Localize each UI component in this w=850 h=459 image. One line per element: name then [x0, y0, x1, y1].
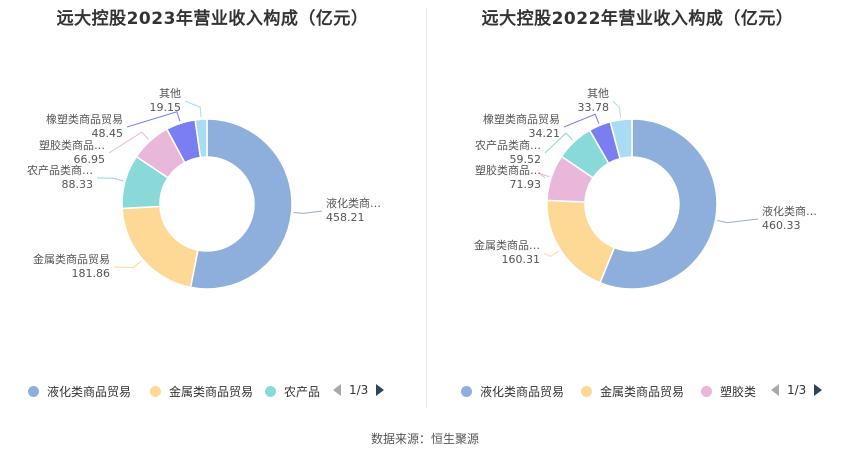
legend: 液化类商品贸易 金属类商品贸易 农产品 1/3 [0, 383, 425, 405]
legend-label: 液化类商品贸易 [480, 385, 565, 399]
legend-label: 塑胶类 [720, 385, 757, 399]
slice-value-label: 66.95 [74, 153, 106, 166]
donut-slice[interactable] [121, 205, 199, 289]
donut-slice[interactable] [609, 118, 633, 160]
legend-marker [28, 386, 39, 397]
leader-line [539, 173, 550, 179]
legend-item[interactable]: 金属类商品贸易 [150, 383, 253, 400]
slice-value-label: 460.33 [762, 219, 801, 232]
slice-value-label: 71.93 [510, 178, 542, 191]
chart-title: 远大控股2022年营业收入构成（亿元） [481, 9, 794, 29]
slice-label: 金属类商品贸易 [33, 252, 110, 266]
legend-marker [150, 386, 161, 397]
slice-value-label: 48.45 [92, 127, 124, 140]
legend-item[interactable]: 液化类商品贸易 [461, 383, 564, 400]
donut-slice[interactable] [194, 118, 208, 159]
slice-label: 其他 [587, 87, 609, 100]
chart-panel-2023: 远大控股2023年营业收入构成（亿元） 液化类商… 458.21 金属类商品贸易 18… [0, 0, 425, 420]
leader-line [108, 131, 149, 154]
legend-label: 液化类商品贸易 [47, 385, 132, 399]
slice-value-label: 34.21 [529, 127, 561, 140]
donut-slice[interactable] [546, 199, 616, 284]
legend-marker [581, 386, 592, 397]
slice-value-label: 19.15 [150, 101, 182, 114]
donut-chart-2022: 液化类商…460.33 金属类商品…160.31 塑胶类商品…71.93 农产品类商…… [474, 87, 817, 290]
legend-item[interactable]: 塑胶类 [701, 383, 756, 400]
panel-divider [426, 8, 427, 408]
slice-value-label: 88.33 [62, 178, 94, 191]
legend-label: 农产品 [284, 385, 321, 399]
slice-label: 农产品类商… [475, 138, 541, 152]
legend-page-indicator: 1/3 [349, 383, 369, 397]
leader-line [96, 177, 124, 182]
next-page-icon[interactable] [814, 384, 823, 396]
legend-item[interactable]: 农产品 [265, 383, 320, 400]
slice-label: 橡塑类商品贸易 [46, 112, 123, 126]
slice-label: 其他 [159, 87, 181, 100]
prev-page-icon[interactable] [333, 384, 341, 396]
legend-marker [461, 386, 472, 397]
slice-label: 塑胶类商品… [475, 163, 541, 177]
slice-value-label: 181.86 [72, 267, 111, 280]
donut-slice[interactable] [599, 118, 718, 290]
leader-line [717, 218, 759, 224]
slice-label: 橡塑类商品贸易 [483, 112, 560, 126]
leader-line [612, 100, 622, 118]
leader-line [293, 210, 323, 214]
data-source-note: 数据来源：恒生聚源 [370, 432, 479, 446]
prev-page-icon[interactable] [771, 384, 779, 396]
slice-label: 塑胶类商品… [39, 138, 105, 152]
leader-line [126, 111, 181, 128]
legend-marker [701, 386, 712, 397]
slice-label: 液化类商… [762, 204, 817, 218]
leader-line [563, 113, 600, 128]
slice-label: 液化类商… [326, 196, 381, 210]
legend-label: 金属类商品贸易 [600, 385, 685, 399]
legend-label: 金属类商品贸易 [169, 385, 254, 399]
leader-line [543, 250, 560, 258]
legend-item[interactable]: 液化类商品贸易 [28, 383, 131, 400]
donut-slice[interactable] [189, 118, 293, 290]
legend-page-indicator: 1/3 [787, 383, 807, 397]
next-page-icon[interactable] [376, 384, 385, 396]
slice-value-label: 160.31 [502, 253, 541, 266]
slice-label: 金属类商品… [474, 238, 540, 252]
legend-pager: 1/3 [771, 383, 823, 397]
legend-marker [265, 386, 276, 397]
leader-line [544, 132, 574, 154]
legend: 液化类商品贸易 金属类商品贸易 塑胶类 1/3 [425, 383, 850, 405]
slice-value-label: 33.78 [578, 101, 610, 114]
chart-panel-2022: 远大控股2022年营业收入构成（亿元） 液化类商… 460.33 金属类商品… 160… [425, 0, 850, 420]
leader-line [113, 260, 142, 269]
leader-line [184, 100, 202, 118]
chart-title: 远大控股2023年营业收入构成（亿元） [56, 9, 369, 29]
legend-item[interactable]: 金属类商品贸易 [581, 383, 684, 400]
slice-value-label: 59.52 [510, 153, 542, 166]
slice-value-label: 458.21 [326, 211, 365, 224]
slice-label: 农产品类商… [27, 163, 93, 177]
legend-pager: 1/3 [333, 383, 385, 397]
